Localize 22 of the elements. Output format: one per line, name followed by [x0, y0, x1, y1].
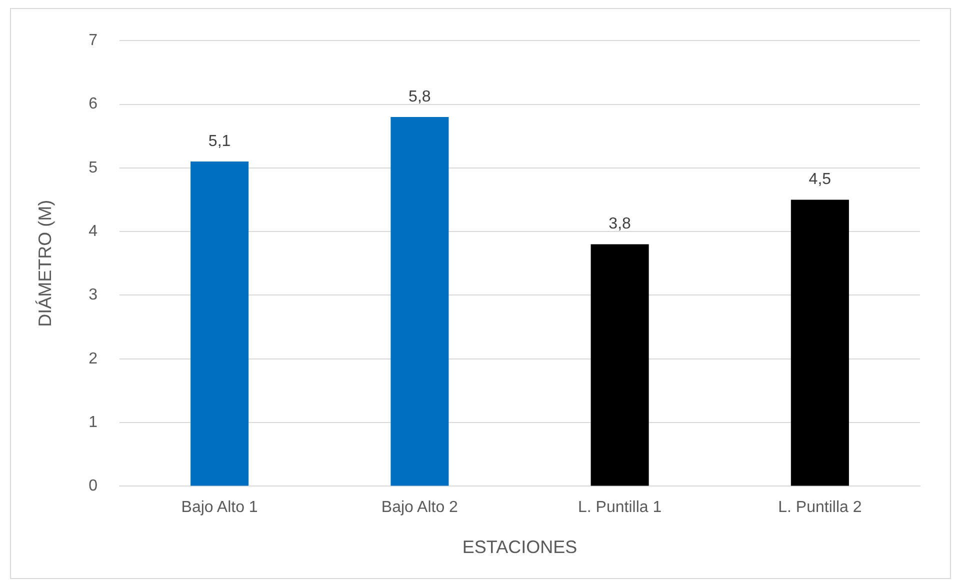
x-tick-label: Bajo Alto 2 — [381, 499, 458, 516]
data-label: 5,8 — [408, 88, 431, 106]
y-tick-label: 5 — [88, 159, 98, 176]
x-tick-label: L. Puntilla 2 — [778, 499, 862, 516]
data-label: 4,5 — [808, 171, 832, 188]
y-tick-label: 3 — [88, 286, 98, 304]
y-tick-label: 0 — [88, 478, 98, 495]
y-axis-title: DIÁMETRO (M) — [34, 200, 55, 327]
bar — [390, 116, 449, 486]
data-label: 3,8 — [608, 216, 632, 233]
x-tick-label: Bajo Alto 1 — [181, 499, 258, 516]
y-tick-label: 7 — [88, 32, 98, 50]
bar — [790, 200, 849, 486]
bar — [590, 244, 649, 486]
x-axis-title: ESTACIONES — [462, 537, 578, 558]
x-tick-label: L. Puntilla 1 — [578, 499, 662, 516]
y-tick-label: 6 — [88, 96, 98, 113]
data-label: 5,1 — [208, 132, 231, 150]
y-tick-label: 4 — [88, 222, 98, 240]
y-tick-label: 2 — [88, 350, 98, 368]
y-tick-label: 1 — [88, 414, 98, 431]
bar — [190, 162, 249, 486]
